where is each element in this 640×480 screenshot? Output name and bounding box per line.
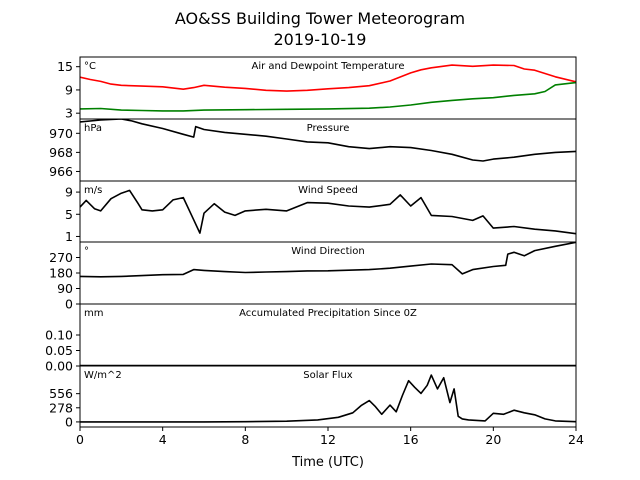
panel-title: Air and Dewpoint Temperature	[252, 61, 405, 72]
series-line-0-1	[80, 81, 576, 112]
x-axis-label: Time (UTC)	[291, 455, 364, 470]
panel-unit-label: hPa	[84, 123, 102, 134]
chart-subtitle: 2019-10-19	[274, 30, 367, 49]
y-tick-label: 90	[57, 281, 73, 296]
x-tick-label: 0	[76, 432, 84, 447]
panel-title: Accumulated Precipitation Since 0Z	[239, 308, 417, 319]
y-tick-label: 5	[65, 207, 73, 222]
x-tick-label: 8	[241, 432, 249, 447]
x-tick-label: 20	[485, 432, 501, 447]
panel-unit-label: °C	[84, 61, 96, 72]
y-tick-label: 15	[57, 59, 73, 74]
series-line-3-0	[80, 242, 576, 278]
y-tick-label: 0.00	[45, 359, 73, 374]
panel-title: Pressure	[307, 123, 350, 134]
y-tick-label: 180	[49, 266, 73, 281]
y-tick-label: 3	[65, 106, 73, 121]
y-tick-label: 556	[49, 386, 73, 401]
y-tick-label: 0.05	[45, 343, 73, 358]
y-tick-label: 968	[49, 145, 73, 160]
panel-1: 966 968 970 hPa Pressure	[49, 118, 577, 182]
y-tick-label: 0.10	[45, 328, 73, 343]
y-tick-label: 966	[49, 164, 73, 179]
y-tick-label: 970	[49, 126, 73, 141]
y-tick-label: 1	[65, 229, 73, 244]
x-tick-label: 4	[159, 432, 167, 447]
panel-title: Wind Direction	[291, 246, 365, 257]
panel-title: Wind Speed	[298, 185, 358, 196]
y-tick-label: 9	[65, 185, 73, 200]
y-tick-label: 270	[49, 250, 73, 265]
x-tick-label: 16	[403, 432, 419, 447]
y-tick-label: 0	[65, 414, 73, 429]
x-axis: 0 4 8 12 16 20 24	[76, 427, 584, 447]
series-line-1-0	[80, 119, 576, 162]
panel-title: Solar Flux	[303, 370, 353, 381]
y-tick-label: 9	[65, 82, 73, 97]
y-tick-label: 278	[49, 400, 73, 415]
panel-0: 3 9 15 °C Air and Dewpoint Temperature	[57, 56, 577, 121]
panel-4: 0.000.050.10 mm Accumulated Precipitation …	[45, 303, 577, 374]
panel-unit-label: m/s	[84, 185, 102, 196]
series-line-0-0	[80, 64, 576, 92]
series-line-5-0	[80, 374, 576, 423]
panel-unit-label: mm	[84, 308, 103, 319]
x-tick-label: 24	[568, 432, 584, 447]
series-line-2-0	[80, 189, 576, 235]
panel-unit-label: W/m^2	[84, 370, 122, 381]
chart-title: AO&SS Building Tower Meteorogram	[175, 9, 465, 28]
y-tick-label: 0	[65, 297, 73, 312]
panel-2: 1 5 9 m/s Wind Speed	[65, 180, 577, 244]
x-tick-label: 12	[320, 432, 336, 447]
panel-unit-label: °	[84, 246, 89, 257]
